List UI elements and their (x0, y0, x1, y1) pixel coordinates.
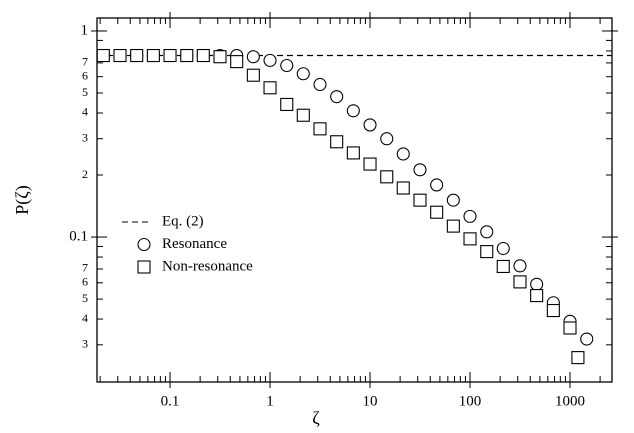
point-square (446, 219, 460, 233)
point-square (380, 170, 394, 184)
point-square (296, 108, 310, 122)
x-tick-label: 100 (459, 393, 482, 409)
point-square (530, 289, 544, 303)
point-square (563, 321, 577, 335)
point-circle (263, 53, 277, 67)
legend-label: Resonance (162, 236, 227, 252)
point-square (396, 181, 410, 195)
point-square (146, 48, 160, 63)
legend-swatch (137, 237, 151, 252)
point-square (313, 122, 327, 136)
point-square (496, 259, 510, 274)
point-circle (513, 259, 527, 273)
point-circle (380, 132, 394, 146)
point-square (546, 303, 560, 318)
y-tick-label: 0.1 (69, 228, 88, 244)
y-axis-label: P(ζ) (12, 185, 33, 214)
point-square (463, 232, 477, 246)
x-tick-label: 0.1 (161, 393, 180, 409)
point-circle (246, 50, 260, 64)
point-square (413, 193, 427, 207)
y-tick-label: 7 (82, 261, 88, 275)
plot-frame (96, 17, 613, 383)
point-circle (313, 77, 327, 92)
point-circle (330, 90, 344, 104)
point-square (96, 48, 110, 63)
point-circle (430, 178, 444, 192)
y-tick-label: 1 (81, 22, 89, 38)
y-tick-label: 4 (82, 311, 88, 325)
y-tick-label: 5 (82, 85, 88, 99)
point-square (230, 55, 244, 69)
point-circle (363, 118, 377, 132)
point-square (346, 146, 360, 160)
point-square (213, 50, 227, 64)
y-tick-label: 6 (82, 68, 88, 82)
point-circle (346, 104, 360, 118)
point-circle (396, 147, 410, 161)
y-tick-label: 6 (82, 275, 88, 289)
point-square (163, 48, 177, 63)
point-square (571, 351, 585, 365)
x-tick-label: 1000 (555, 393, 585, 409)
legend-label: Eq. (2) (162, 213, 204, 229)
point-square (263, 81, 277, 95)
y-tick-label: 3 (82, 130, 88, 144)
point-circle (296, 67, 310, 81)
point-circle (413, 163, 427, 177)
legend-swatch (137, 260, 151, 274)
point-square (480, 245, 494, 259)
point-circle (463, 209, 477, 223)
point-circle (496, 241, 510, 256)
point-circle (580, 332, 594, 346)
point-circle (530, 277, 544, 291)
y-tick-label: 3 (82, 337, 88, 351)
point-square (130, 48, 144, 63)
point-square (246, 68, 260, 82)
point-circle (480, 225, 494, 239)
point-square (513, 275, 527, 289)
point-square (430, 205, 444, 219)
point-square (330, 135, 344, 149)
x-axis-label: ζ (312, 408, 320, 428)
point-square (363, 157, 377, 171)
y-tick-label: 4 (82, 105, 88, 119)
point-circle (280, 58, 294, 73)
point-square (280, 97, 294, 112)
point-square (180, 48, 194, 63)
x-tick-label: 10 (363, 393, 378, 409)
y-tick-label: 2 (82, 167, 88, 181)
point-square (113, 48, 127, 63)
x-tick-label: 1 (266, 393, 274, 409)
y-tick-label: 7 (82, 55, 88, 69)
legend-label: Non-resonance (162, 258, 253, 274)
y-tick-label: 5 (82, 291, 88, 305)
point-square (196, 48, 210, 63)
point-circle (446, 193, 460, 207)
